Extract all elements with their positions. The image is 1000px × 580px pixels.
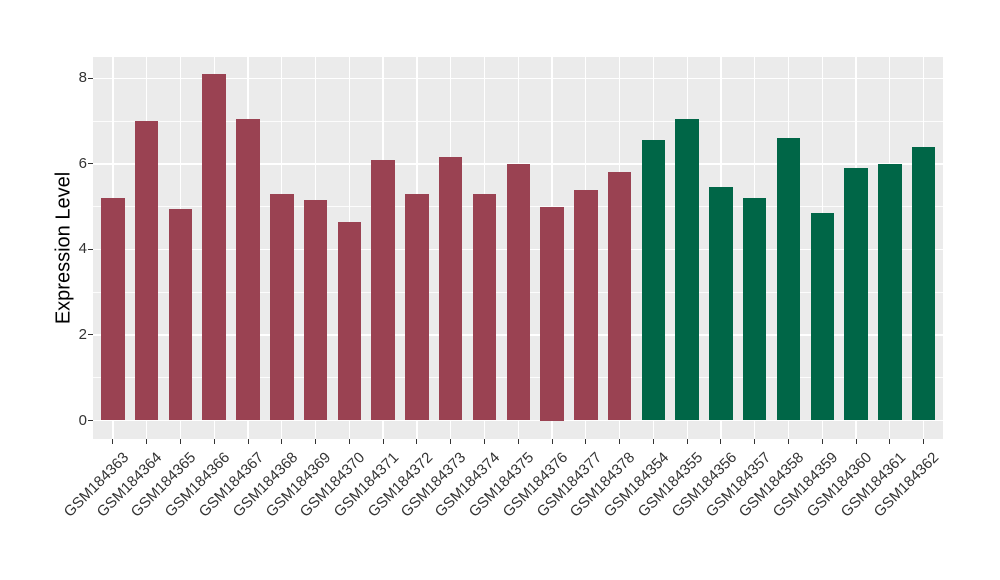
y-tick-mark <box>88 334 93 336</box>
bar <box>371 159 395 421</box>
bar <box>202 74 226 421</box>
x-tick-mark <box>788 439 789 444</box>
y-tick-label: 4 <box>78 240 87 258</box>
bar <box>641 140 666 421</box>
y-tick-label: 6 <box>78 154 87 172</box>
bar <box>303 200 328 421</box>
x-tick-mark <box>416 439 418 444</box>
y-tick-label: 8 <box>78 69 87 87</box>
bar <box>709 187 733 421</box>
bar <box>506 163 530 421</box>
bar <box>810 213 835 421</box>
bar <box>438 157 463 421</box>
x-tick-mark <box>551 439 553 444</box>
y-tick-mark <box>88 163 93 165</box>
x-tick-mark <box>112 439 114 444</box>
bar <box>776 138 801 421</box>
y-tick-mark <box>88 77 93 79</box>
bar <box>134 121 159 421</box>
x-tick-mark <box>450 439 452 444</box>
x-tick-mark <box>483 439 485 444</box>
x-tick-mark <box>348 439 350 444</box>
bar <box>236 118 260 421</box>
x-tick-mark <box>517 439 519 444</box>
x-tick-mark <box>585 439 587 444</box>
y-tick-mark <box>88 420 93 421</box>
bar <box>844 168 868 421</box>
x-tick-mark <box>720 439 722 444</box>
bar <box>574 189 598 421</box>
bar <box>101 198 125 421</box>
x-tick-mark <box>247 439 249 444</box>
plot-panel <box>93 57 943 439</box>
x-tick-mark <box>619 439 621 444</box>
x-tick-mark <box>315 439 317 444</box>
x-tick-mark <box>179 439 181 444</box>
bar <box>911 146 936 421</box>
bar <box>675 118 699 421</box>
bar <box>540 206 564 421</box>
bar <box>405 193 429 421</box>
y-tick-label: 0 <box>78 411 87 429</box>
x-tick-mark <box>213 439 215 444</box>
bar <box>270 193 294 421</box>
bar <box>472 193 497 421</box>
x-tick-mark <box>889 439 891 444</box>
bar <box>168 208 193 421</box>
x-tick-mark <box>382 439 384 444</box>
x-tick-mark <box>855 439 857 444</box>
x-tick-mark <box>821 439 823 444</box>
x-tick-mark <box>652 439 654 444</box>
x-tick-mark <box>923 439 925 444</box>
bar <box>337 221 362 421</box>
y-tick-label: 2 <box>78 325 87 343</box>
bar <box>607 172 632 421</box>
y-tick-mark <box>88 248 93 250</box>
x-tick-mark <box>281 439 283 444</box>
x-tick-mark <box>754 439 756 444</box>
x-tick-mark <box>146 439 148 444</box>
bar <box>742 198 767 421</box>
x-tick-mark <box>686 439 688 444</box>
bar <box>878 163 902 421</box>
